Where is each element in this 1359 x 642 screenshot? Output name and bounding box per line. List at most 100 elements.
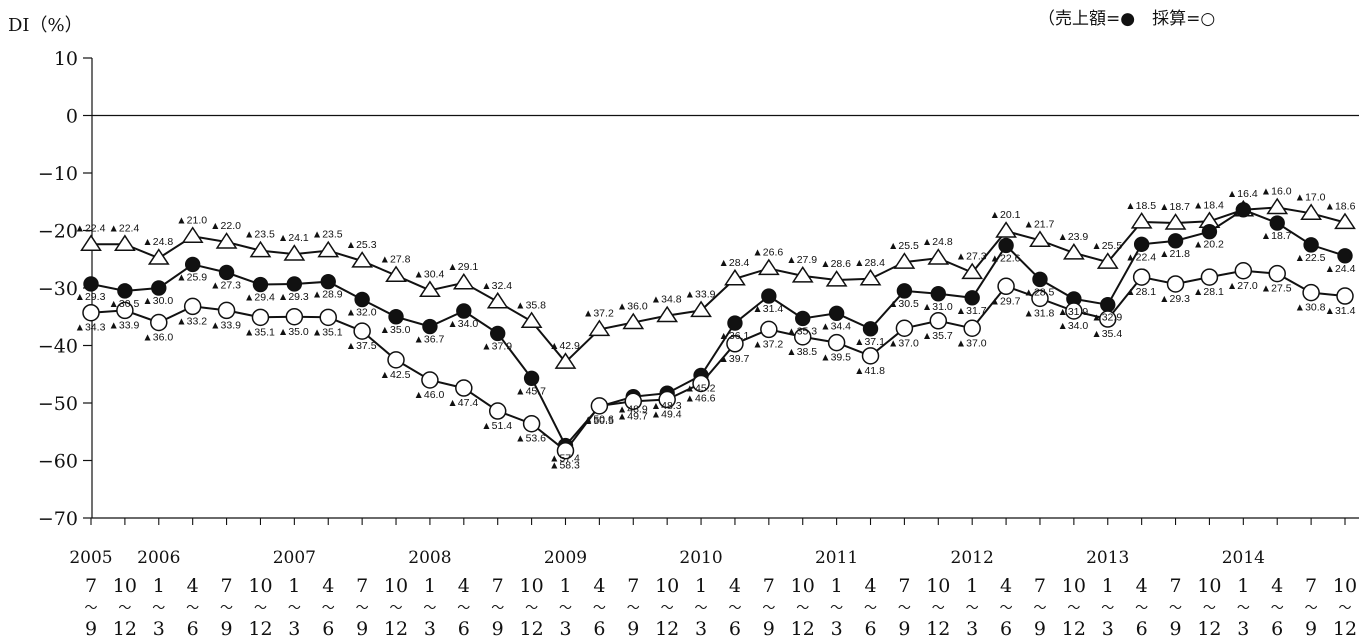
period-separator: 〜: [1271, 601, 1284, 616]
data-label: ▲34.8: [651, 294, 682, 306]
data-label: ▲36.1: [719, 330, 750, 342]
data-label: ▲27.5: [1261, 283, 1292, 295]
period-end-label: 3: [966, 618, 978, 640]
period-start-label: 10: [1333, 575, 1357, 597]
filled-circle-marker: [1201, 223, 1218, 240]
period-end-label: 9: [627, 618, 639, 640]
period-end-label: 9: [85, 618, 97, 640]
open-circle-marker: [793, 328, 812, 346]
data-label: ▲37.0: [888, 337, 919, 349]
data-label: ▲31.4: [1325, 305, 1356, 317]
open-circle-marker: [963, 319, 981, 337]
data-label: ▲28.4: [719, 257, 750, 269]
data-label: ▲39.5: [820, 352, 851, 364]
filled-circle-marker: [320, 273, 336, 290]
data-label: ▲31.8: [1024, 307, 1055, 319]
data-label: ▲33.9: [685, 288, 716, 300]
period-start-label: 4: [187, 575, 199, 597]
data-label: ▲48.3: [651, 400, 682, 412]
period-separator: 〜: [1203, 601, 1216, 616]
filled-circle-marker: [727, 315, 743, 331]
data-label: ▲32.0: [346, 307, 377, 319]
open-circle-marker: [1099, 310, 1117, 328]
y-axis-title: DI（%）: [8, 15, 83, 36]
data-label: ▲47.4: [447, 397, 478, 409]
period-end-label: 6: [864, 618, 876, 640]
triangle-marker: [1266, 197, 1289, 215]
filled-circle-marker: [1100, 296, 1116, 313]
data-label: ▲21.8: [1159, 248, 1190, 260]
data-label: ▲18.5: [1125, 200, 1156, 212]
period-start-label: 7: [85, 575, 97, 597]
data-label: ▲29.4: [244, 292, 275, 304]
open-circle-marker: [455, 379, 473, 397]
period-start-label: 1: [559, 575, 571, 597]
triangle-marker: [588, 319, 611, 337]
data-label: ▲27.0: [1227, 280, 1258, 292]
open-circle-marker: [488, 402, 507, 420]
open-circle-marker: [1336, 287, 1354, 305]
triangle-marker: [181, 226, 204, 243]
data-label: ▲57.4: [549, 453, 580, 465]
triangle-marker: [147, 248, 170, 265]
period-end-label: 12: [1197, 618, 1221, 640]
y-tick-label: 10: [54, 48, 78, 70]
period-end-label: 6: [593, 618, 605, 640]
filled-circle-marker: [388, 309, 404, 325]
filled-circle-marker: [795, 310, 811, 327]
period-separator: 〜: [695, 601, 708, 616]
data-label: ▲34.0: [447, 318, 478, 330]
filled-circle-marker: [896, 283, 913, 299]
data-label: ▲42.9: [549, 340, 580, 352]
period-start-label: 10: [926, 575, 950, 597]
data-label: ▲49.7: [617, 410, 648, 422]
y-tick-label: −40: [38, 336, 78, 358]
legend: （売上額=● 採算=○: [1038, 9, 1215, 29]
data-label: ▲35.1: [312, 326, 343, 338]
period-start-label: 4: [458, 575, 470, 597]
year-label: 2009: [544, 548, 587, 568]
period-end-label: 9: [898, 618, 910, 640]
data-label: ▲16.4: [1227, 188, 1258, 200]
data-label: ▲35.3: [786, 325, 817, 337]
data-label: ▲29.3: [75, 291, 106, 303]
data-label: ▲41.8: [854, 365, 885, 377]
data-label: ▲27.9: [786, 254, 817, 266]
period-start-label: 1: [1102, 575, 1114, 597]
open-circle-marker: [353, 322, 371, 340]
open-circle-marker: [1031, 289, 1049, 308]
period-separator: 〜: [118, 601, 131, 616]
data-label: ▲20.2: [1193, 239, 1224, 251]
filled-circle-marker: [184, 256, 201, 273]
period-end-label: 6: [1000, 618, 1012, 640]
data-label: ▲31.7: [956, 305, 987, 317]
filled-circle-marker: [862, 321, 879, 337]
triangle-marker: [1029, 230, 1051, 247]
period-start-label: 1: [153, 575, 165, 597]
data-label: ▲25.5: [888, 240, 919, 252]
y-tick-label: −10: [38, 163, 78, 185]
data-label: ▲34.4: [820, 320, 851, 332]
triangle-marker: [1300, 203, 1322, 220]
triangle-marker: [757, 258, 780, 276]
data-label: ▲28.1: [1193, 286, 1224, 298]
period-start-label: 4: [729, 575, 741, 597]
filled-circle-marker: [422, 318, 438, 335]
triangle-marker: [283, 244, 306, 261]
data-label: ▲37.1: [854, 336, 885, 348]
period-separator: 〜: [1237, 601, 1250, 616]
data-label: ▲24.4: [1325, 263, 1356, 275]
period-end-label: 9: [1034, 618, 1046, 640]
open-circle-marker: [285, 308, 304, 326]
period-start-label: 10: [520, 575, 544, 597]
period-end-label: 6: [1271, 618, 1283, 640]
data-label: ▲27.8: [380, 253, 411, 265]
filled-circle-marker: [490, 325, 506, 342]
filled-circle-marker: [1269, 215, 1285, 231]
triangle-marker: [961, 262, 984, 280]
data-label: ▲17.0: [1295, 191, 1326, 203]
period-start-label: 7: [763, 575, 775, 597]
triangle-marker: [1130, 212, 1153, 229]
data-label: ▲37.5: [346, 340, 377, 352]
open-circle-marker: [624, 392, 643, 411]
